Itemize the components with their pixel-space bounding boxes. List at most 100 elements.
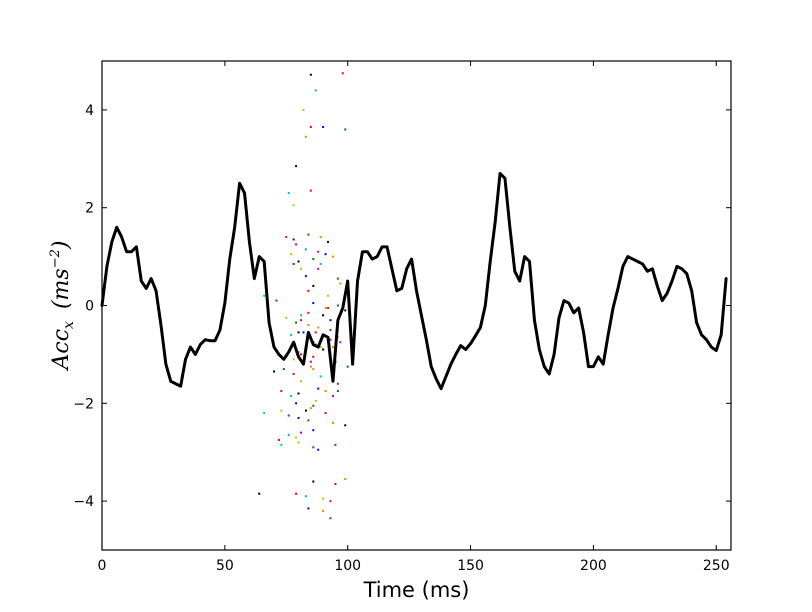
scatter-point — [331, 346, 334, 349]
scatter-point — [339, 341, 342, 344]
scatter-point — [322, 126, 325, 129]
scatter-point — [287, 414, 290, 417]
scatter-point — [309, 365, 312, 368]
scatter-point — [329, 319, 332, 322]
scatter-point — [307, 289, 310, 292]
scatter-point — [297, 441, 300, 444]
scatter-point — [319, 346, 322, 349]
scatter-point — [285, 316, 288, 319]
scatter-point — [331, 255, 334, 258]
scatter-point — [319, 375, 322, 378]
x-tick-labels: 0 50 100 150 200 250 — [98, 558, 730, 574]
scatter-point — [263, 294, 266, 297]
scatter-point — [336, 390, 339, 393]
scatter-point — [304, 495, 307, 498]
scatter-point — [282, 368, 285, 371]
scatter-point — [324, 306, 327, 309]
scatter-point — [297, 331, 300, 334]
scatter-point — [324, 253, 327, 256]
scatter-point — [263, 412, 266, 415]
scatter-point — [297, 416, 300, 419]
scatter-point — [314, 89, 317, 92]
scatter-point — [331, 394, 334, 397]
scatter-point — [297, 260, 300, 263]
scatter-point — [327, 306, 330, 309]
scatter-point — [295, 165, 298, 168]
scatter-point — [258, 492, 261, 495]
y-tick-labels: −4 −2 0 2 4 — [73, 103, 94, 510]
scatter-point — [317, 250, 320, 253]
scatter-point — [304, 409, 307, 412]
scatter-point — [322, 348, 325, 351]
scatter-point — [300, 267, 303, 270]
y-tick-label: −4 — [73, 494, 94, 510]
scatter-point — [344, 128, 347, 131]
scatter-point — [300, 319, 303, 322]
scatter-point — [329, 500, 332, 503]
scatter-point — [280, 443, 283, 446]
scatter-point — [344, 309, 347, 312]
scatter-point — [336, 382, 339, 385]
scatter-point — [302, 108, 305, 111]
scatter-point — [329, 328, 332, 331]
scatter-point — [295, 436, 298, 439]
y-axis-label-unit-exponent: −2 — [48, 249, 63, 268]
x-tick-label: 50 — [216, 558, 234, 574]
axis-ticks — [101, 61, 731, 550]
scatter-point — [341, 72, 344, 75]
scatter-point — [329, 517, 332, 520]
data-series — [100, 171, 728, 391]
scatter-point — [290, 253, 293, 256]
scatter-point — [319, 236, 322, 239]
plot-area-frame — [101, 60, 732, 551]
scatter-point — [312, 355, 315, 358]
scatter-point — [297, 350, 300, 353]
scatter-point — [336, 304, 339, 307]
scatter-point — [275, 299, 278, 302]
scatter-point — [297, 392, 300, 395]
scatter-point — [312, 429, 315, 432]
scatter-point — [309, 126, 312, 129]
x-tick-label: 150 — [457, 558, 484, 574]
scatter-point — [290, 333, 293, 336]
scatter-point — [300, 380, 303, 383]
scatter-point — [309, 73, 312, 76]
scatter-point — [287, 434, 290, 437]
y-tick-label: 0 — [85, 299, 94, 315]
scatter-point — [292, 262, 295, 265]
scatter-point — [304, 135, 307, 138]
x-axis-label: Time (ms) — [363, 578, 470, 602]
scatter-point — [322, 314, 325, 317]
y-axis-label-unit-base: ms — [49, 268, 74, 300]
scatter-point — [309, 407, 312, 410]
scatter-point — [322, 497, 325, 500]
y-tick-label: 4 — [85, 103, 94, 119]
scatter-point — [312, 480, 315, 483]
scatter-point — [309, 360, 312, 363]
scatter-point — [312, 302, 315, 305]
scatter-point — [324, 412, 327, 415]
x-tick-label: 250 — [703, 558, 730, 574]
scatter-point — [295, 492, 298, 495]
scatter-point — [295, 243, 298, 246]
scatter-point — [302, 331, 305, 334]
scatter-point — [312, 404, 315, 407]
scatter-point — [312, 258, 315, 261]
scatter-point — [307, 311, 310, 314]
y-axis-label-unit-open: ( — [49, 300, 74, 309]
scatter-point — [295, 321, 298, 324]
scatter-point — [307, 233, 310, 236]
scatter-point — [344, 478, 347, 481]
scatter-point — [304, 275, 307, 278]
scatter-point — [317, 448, 320, 451]
y-axis-label: Accx (ms−2) — [48, 241, 77, 372]
scatter-point — [327, 240, 330, 243]
scatter-point — [307, 419, 310, 422]
scatter-point — [300, 314, 303, 317]
scatter-point — [319, 262, 322, 265]
scatter-point — [292, 358, 295, 361]
scatter-point — [280, 390, 283, 393]
y-tick-label: 2 — [85, 201, 94, 217]
